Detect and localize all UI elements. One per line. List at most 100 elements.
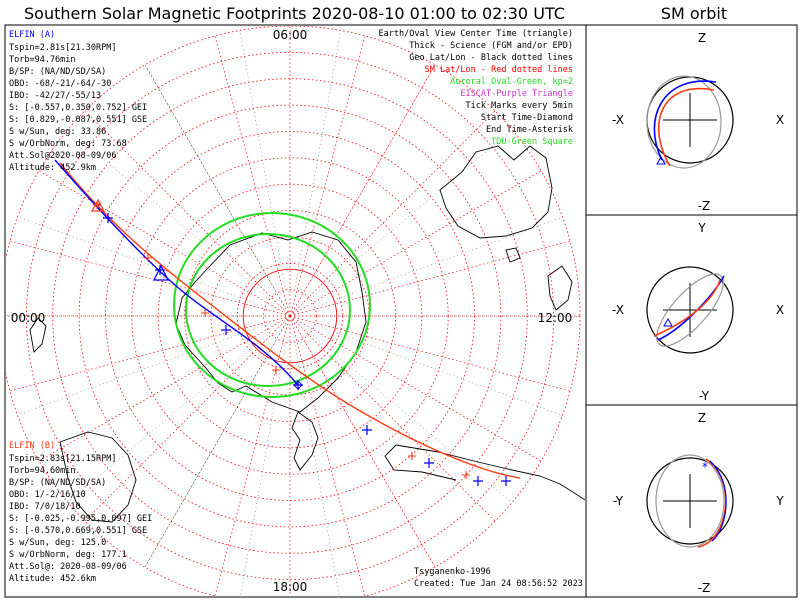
africa-coast [59,431,137,523]
sm-longitude-line [289,315,496,522]
sm-longitude-line [289,64,436,317]
elfin-b-info-line: S w/Sun, deg: 125.0 [9,538,106,548]
mlt-label-18: 18:00 [273,580,308,594]
geo-longitude-line [318,326,563,416]
orbit-label-right: Y [775,494,784,508]
tasmania-coast [505,247,521,263]
sm-orbit-panels: Z -Z -X X Y -Y -X X Z -Z -Y Y * [585,24,798,598]
elfin-a-info-line: S w/OrbNorm, deg: 73.68 [9,139,127,149]
elfin-b-tick [272,366,280,374]
elfin-a-info-line: Tspin=2.81s[21.30RPM] [9,43,116,53]
legend-item: EISCAT-Purple Triangle [460,89,573,99]
sm-longitude-line [289,170,542,317]
elfin-a-header: ELFIN (A) [9,30,55,40]
orbit-label-left: -Y [613,494,624,508]
elfin-b-tick [144,254,152,262]
elfin-a-info-line: Torb=94.76min [9,55,76,65]
orbit-label-left: -X [612,113,624,127]
orbit-label-right: X [776,113,784,127]
geo-longitude-line [144,341,276,568]
orbit-label-right: X [776,303,784,317]
antarctic-peninsula [291,411,319,471]
geo-longitude-line [67,129,268,297]
elfin-b-info-line: S: [-0.025,-0.995,0.097] GEI [9,514,152,524]
elfin-b-info-line: Tspin=2.83s[21.15RPM] [9,454,116,464]
elfin-b-info-line: Torb=94.60min [9,466,76,476]
geo-longitude-line [304,341,436,568]
elfin-b-tick [408,452,416,460]
new-zealand-coast [547,265,573,311]
legend-item: Thick - Science (FGM and/or EPD) [409,41,573,51]
earth-circle [646,266,734,354]
sm-longitude-line [289,315,436,568]
sm-latitude-ring [157,183,423,449]
elfin-a-info-line: B/SP: (NA/ND/SD/SA) [9,67,106,77]
elfin-a-start-diamond [293,380,303,390]
orbit-panel: Y -Y -X X [585,214,798,406]
footprint-tracks: * [54,159,521,486]
elfin-a-info-line: IBO: -42/27/-55/13 [9,91,101,101]
sm-longitude-line [289,35,366,317]
geo-longitude-line [294,30,341,287]
elfin-b-info-line: Altitude: 452.6km [9,574,96,584]
geo-longitude-line [304,64,436,291]
elfin-a-info-line: Altitude: 452.9km [9,163,96,173]
legend-item: Earth/Oval View Center Time (triangle) [379,29,573,39]
polar-map-panel: * 06:00 12:00 18:00 00:00 ELFIN (A) Tspi… [4,24,587,598]
orbit-ellipse [655,454,725,548]
orbit-ellipse [656,273,724,347]
sm-longitude-line [84,110,291,317]
geo-longitude-line [17,216,262,306]
elfin-b-info-line: S: [-0.570,0.669,0.551] GSE [9,526,147,536]
elfin-a-info-line: Att.Sol@2020-08-09/06 [9,151,116,161]
elfin-b-header: ELFIN (B) [9,441,55,451]
geo-longitude-line [17,325,262,416]
orbit-panel: Z -Z -Y Y * [585,404,798,598]
elfin-b-track [59,162,521,479]
sm-longitude-line [289,315,571,392]
legend-item: SM Lat/Lon - Red dotted lines [425,65,573,75]
sm-longitude-line [144,315,291,568]
elfin-a-tick [103,213,113,223]
earth-circle [646,457,734,545]
elfin-a-tick [501,476,511,486]
geo-longitude-line [312,335,513,503]
legend-item: Start Time-Diamond [481,113,573,123]
legend-item: Geo Lat/Lon - Black dotted lines [409,53,573,63]
orbit-label-top: Y [697,221,706,235]
legend-item: TDU-Green Square [491,137,573,147]
model-credit: Tsyganenko-1996 [414,567,491,577]
geo-longitude-line [318,216,563,307]
sm-longitude-line [144,64,291,317]
elfin-b-info-line: Att.Sol@: 2020-08-09/06 [9,562,127,572]
geo-longitude-line [240,345,286,596]
elfin-a-info: ELFIN (A) Tspin=2.81s[21.30RPM] Torb=94.7… [9,30,147,173]
sm-longitude-line [9,315,291,392]
elfin-a-orbit [653,80,717,161]
mlt-label-06: 06:00 [273,28,308,42]
orbit-label-bottom: -Z [698,199,711,213]
geo-longitude-line [144,64,276,291]
legend: Earth/Oval View Center Time (triangle) Th… [379,29,573,147]
legend-item: Tick Marks every 5min [466,101,573,111]
orbit-title: SM orbit [661,4,727,23]
elfin-a-info-line: S: [0.829,-0.087,0.551] GSE [9,115,147,125]
sm-longitude-line [38,170,291,317]
elfin-b-view-triangle [90,198,106,212]
plot-title: Southern Solar Magnetic Footprints 2020-… [24,4,565,23]
elfin-b-info-line: B/SP: (NA/ND/SD/SA) [9,478,106,488]
elfin-b-info: ELFIN (B) Tspin=2.83s[21.15RPM] Torb=94.6… [9,441,152,584]
sm-longitude-line [214,35,291,317]
sm-longitude-line [289,315,542,462]
elfin-b-info-line: IBO: 7/0/18/10 [9,502,81,512]
legend-item: Auroral Oval-Green, kp=2 [450,77,573,87]
orbit-label-bottom: -Z [698,581,711,595]
coastlines [29,145,585,523]
orbit-label-top: Z [698,411,706,425]
orbit-triangle [663,317,673,327]
sm-longitude-line [38,315,291,462]
orbit-label-top: Z [698,31,706,45]
auroral-oval-poleward [173,212,371,398]
elfin-a-orbit [709,460,727,542]
sm-longitude-line [289,240,571,317]
